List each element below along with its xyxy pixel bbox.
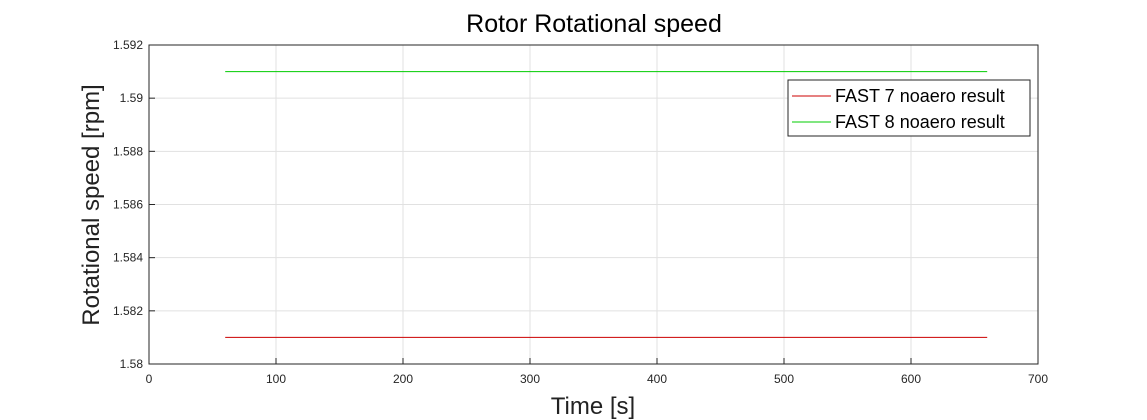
x-axis-label: Time [s] <box>551 393 635 420</box>
legend-box <box>787 79 1031 137</box>
chart-title: Rotor Rotational speed <box>466 10 722 38</box>
y-axis-ticks: 1.58 1.582 1.584 1.586 1.588 1.59 1.592 <box>113 38 155 371</box>
x-tick-label: 500 <box>774 372 794 386</box>
y-tick-label: 1.59 <box>120 91 144 105</box>
y-tick-label: 1.588 <box>113 144 143 158</box>
x-axis-ticks: 0 100 200 300 400 500 600 700 <box>146 358 1048 386</box>
x-tick-label: 100 <box>266 372 286 386</box>
series-lines <box>225 71 988 338</box>
y-tick-label: 1.584 <box>113 251 143 265</box>
y-tick-label: 1.592 <box>113 38 143 52</box>
x-tick-label: 300 <box>520 372 540 386</box>
x-tick-label: 0 <box>146 372 153 386</box>
legend-label-fast7: FAST 7 noaero result <box>835 86 1005 106</box>
y-tick-label: 1.58 <box>120 357 144 371</box>
legend: FAST 7 noaero result FAST 8 noaero resul… <box>787 79 1031 137</box>
x-tick-label: 600 <box>901 372 921 386</box>
x-tick-label: 400 <box>647 372 667 386</box>
y-tick-label: 1.586 <box>113 198 143 212</box>
x-tick-label: 700 <box>1028 372 1048 386</box>
y-tick-label: 1.582 <box>113 304 143 318</box>
x-tick-label: 200 <box>393 372 413 386</box>
legend-label-fast8: FAST 8 noaero result <box>835 112 1005 132</box>
y-axis-label: Rotational speed [rpm] <box>78 84 105 325</box>
